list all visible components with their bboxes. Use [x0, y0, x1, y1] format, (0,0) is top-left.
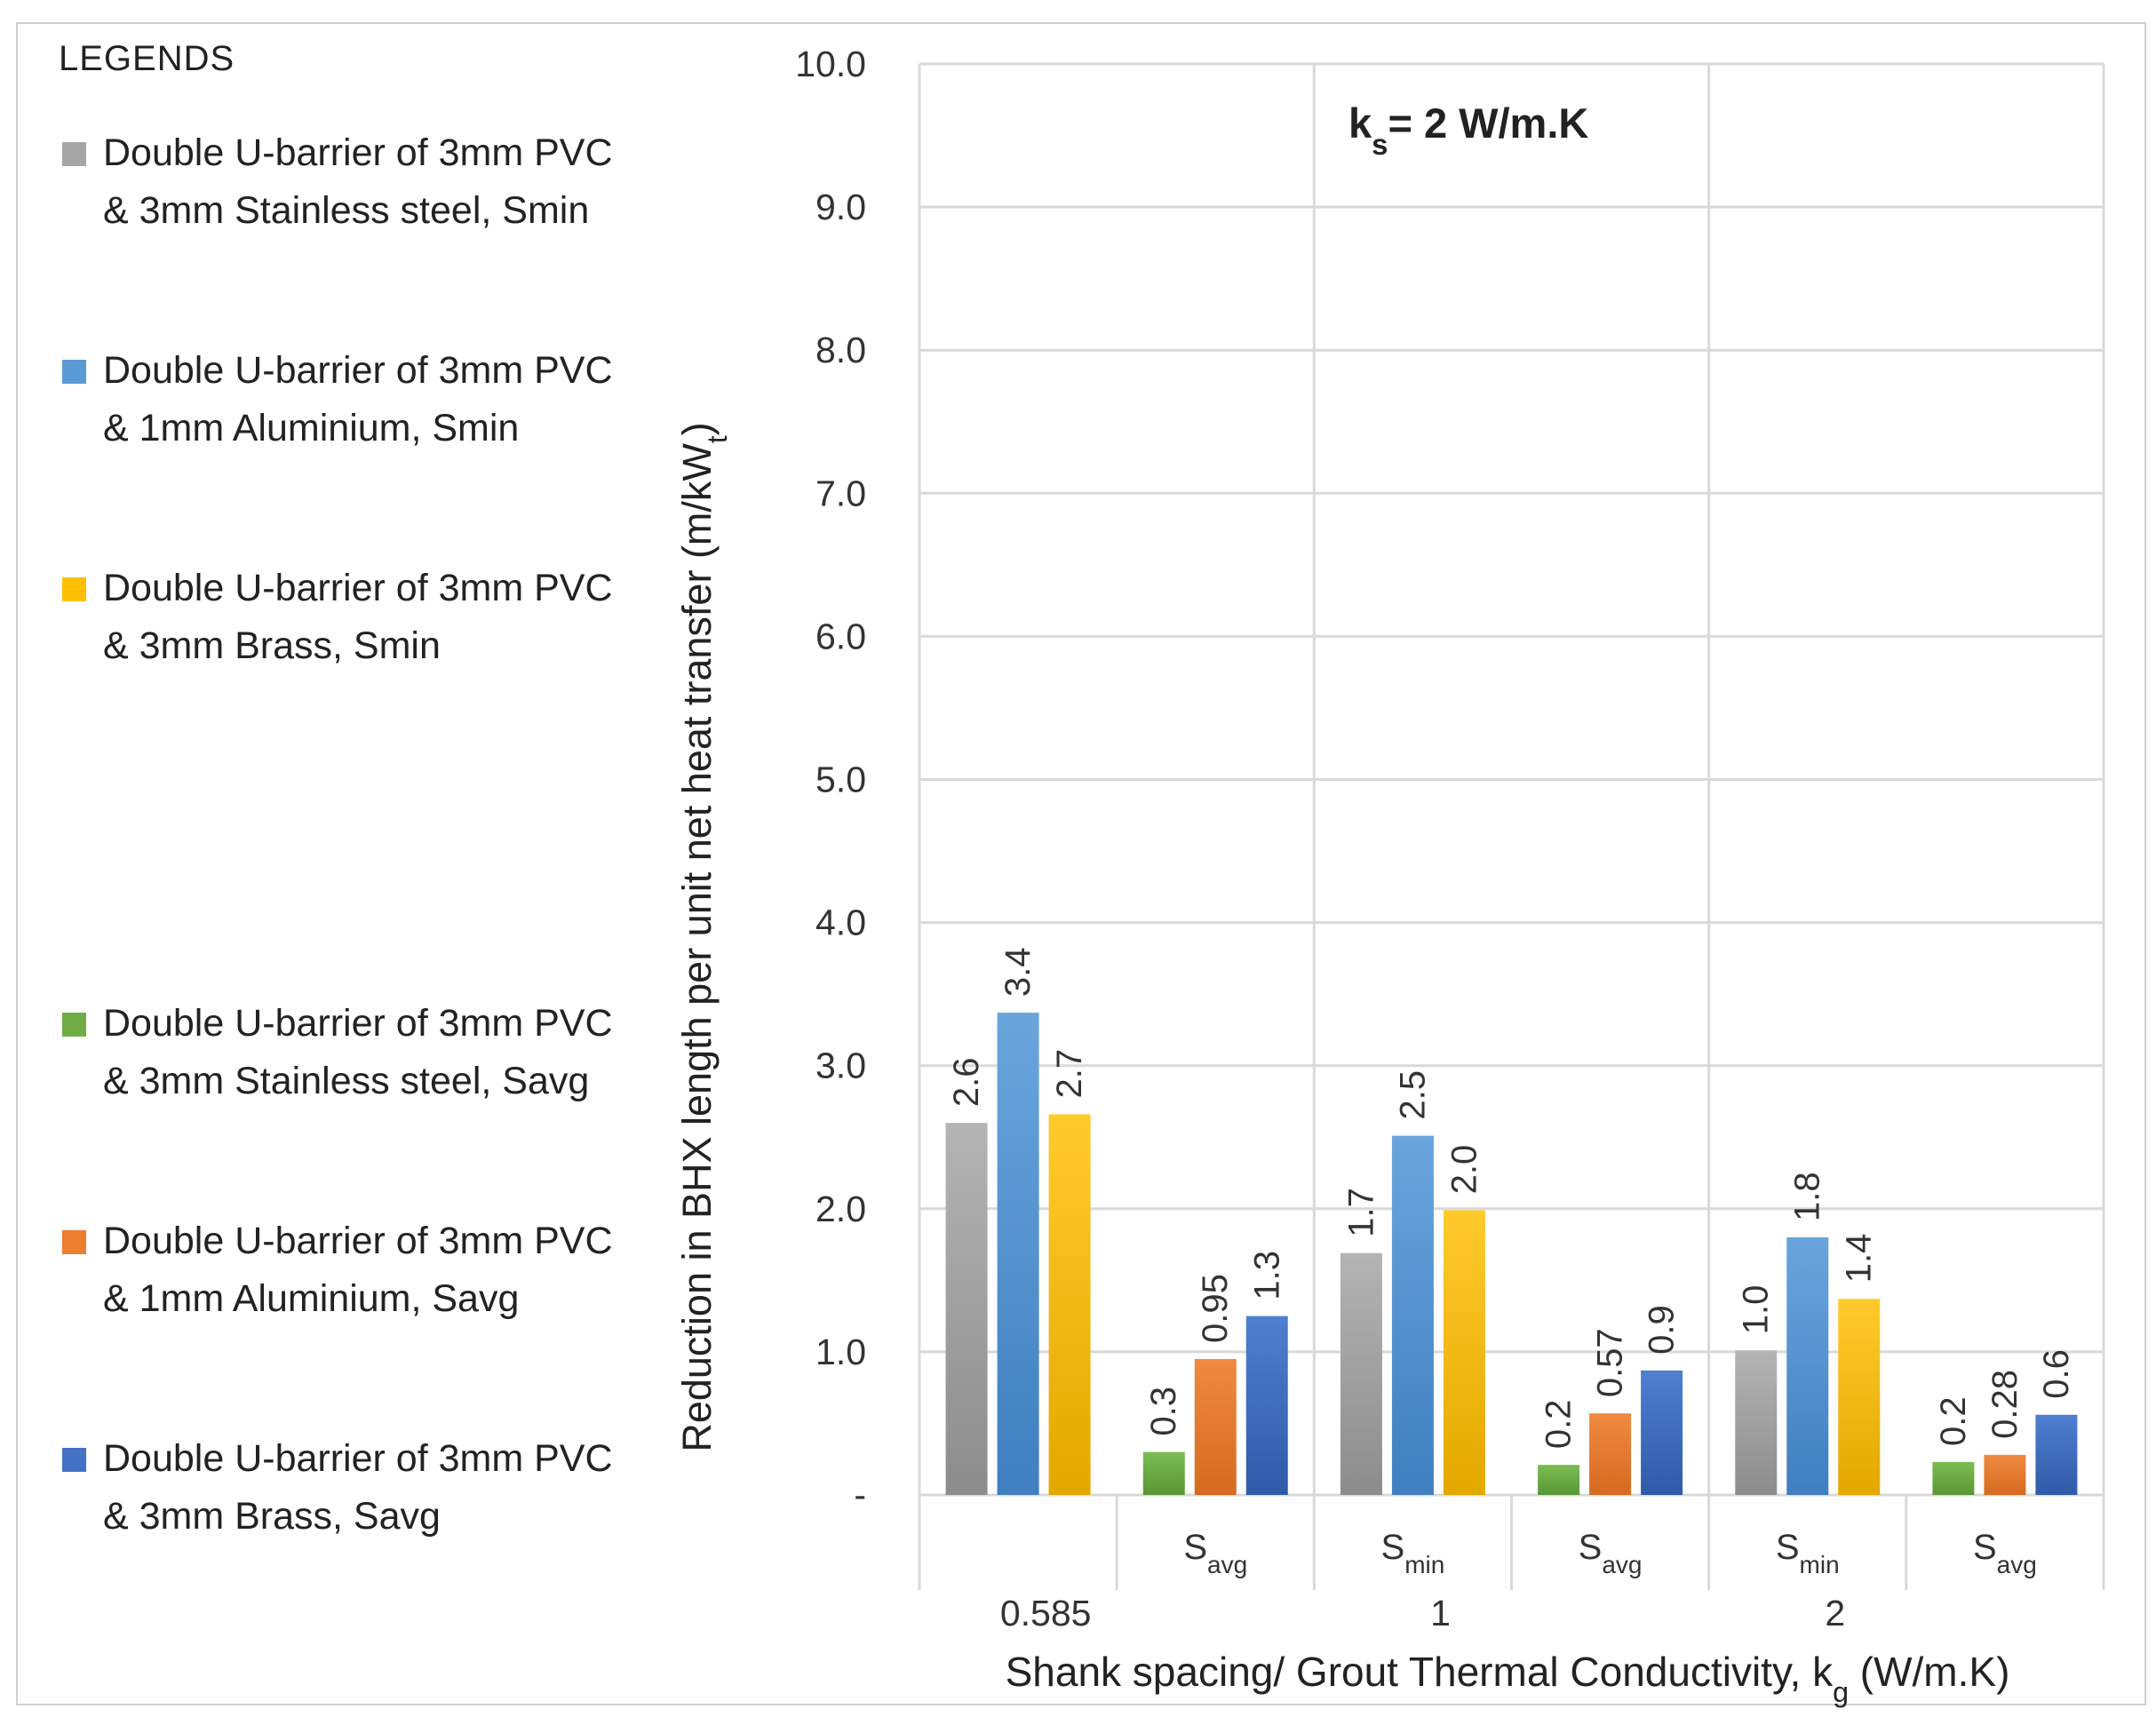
bar-series-1 [1786, 1237, 1829, 1495]
data-label: 2.6 [947, 1058, 986, 1108]
data-label: 0.57 [1591, 1328, 1630, 1397]
bar-series-0 [1340, 1252, 1382, 1495]
data-label: 1.3 [1247, 1251, 1286, 1300]
y-tick-label: 4.0 [815, 902, 866, 943]
spacing-label: Savg [1579, 1528, 1643, 1578]
data-label: 0.95 [1196, 1274, 1235, 1343]
data-label: 0.2 [1539, 1400, 1579, 1450]
y-tick-label: 5.0 [815, 759, 866, 800]
bar-series-3 [1932, 1461, 1975, 1495]
y-tick-label: 1.0 [815, 1331, 866, 1372]
legend-label: Double U-barrier of 3mm PVC & 1mm Alumin… [103, 1220, 613, 1320]
legend-item-brass-smin: Double U-barrier of 3mm PVC & 3mm Brass,… [62, 560, 631, 675]
bar-series-2 [1048, 1114, 1091, 1495]
legend-item-stainless-savg: Double U-barrier of 3mm PVC & 3mm Stainl… [62, 995, 631, 1110]
data-label: 2.0 [1444, 1145, 1484, 1195]
legend-swatch [62, 1230, 86, 1254]
y-tick-label: 3.0 [815, 1045, 866, 1086]
y-tick-label: 6.0 [815, 616, 866, 656]
data-label: 0.6 [2037, 1349, 2076, 1399]
figure-frame [16, 22, 2146, 1705]
spacing-label: Savg [1183, 1528, 1247, 1578]
spacing-label: Smin [1381, 1528, 1445, 1578]
bar-series-0 [945, 1123, 988, 1495]
bar-series-5 [1641, 1370, 1683, 1495]
legend-swatch [62, 142, 86, 166]
legend-item-stainless-smin: Double U-barrier of 3mm PVC & 3mm Stainl… [62, 124, 631, 240]
spacing-label: Smin [1776, 1528, 1840, 1578]
bar-series-4 [1589, 1413, 1632, 1495]
bar-series-1 [1391, 1135, 1434, 1495]
data-label: 0.9 [1643, 1305, 1682, 1355]
bar-series-4 [1194, 1358, 1237, 1495]
legend-label: Double U-barrier of 3mm PVC & 3mm Brass,… [103, 567, 613, 667]
data-label: 0.2 [1934, 1396, 1973, 1446]
data-label: 1.0 [1737, 1285, 1776, 1335]
kg-category-label: 1 [1430, 1593, 1451, 1634]
legend-item-brass-savg: Double U-barrier of 3mm PVC & 3mm Brass,… [62, 1430, 631, 1546]
bar-series-0 [1735, 1350, 1778, 1495]
legend-label: Double U-barrier of 3mm PVC & 3mm Stainl… [103, 1002, 613, 1102]
legend-item-aluminium-savg: Double U-barrier of 3mm PVC & 1mm Alumin… [62, 1212, 631, 1328]
legend-label: Double U-barrier of 3mm PVC & 1mm Alumin… [103, 349, 613, 449]
legend-swatch [62, 1013, 86, 1037]
legend-swatch [62, 360, 86, 384]
data-label: 1.4 [1840, 1234, 1879, 1284]
legend-label: Double U-barrier of 3mm PVC & 3mm Brass,… [103, 1437, 613, 1538]
legend-item-aluminium-smin: Double U-barrier of 3mm PVC & 1mm Alumin… [62, 342, 631, 457]
legend-swatch [62, 577, 86, 601]
x-axis-title: Shank spacing/ Grout Thermal Conductivit… [1006, 1649, 2010, 1708]
y-tick-label: 9.0 [815, 187, 866, 227]
bar-series-3 [1538, 1465, 1580, 1495]
legend-swatch [62, 1448, 86, 1472]
bar-series-3 [1142, 1451, 1185, 1495]
bar-series-5 [1245, 1316, 1288, 1495]
data-label: 1.8 [1788, 1172, 1827, 1221]
y-tick-label: - [854, 1475, 866, 1515]
kg-category-label: 2 [1825, 1593, 1845, 1634]
data-label: 2.5 [1393, 1070, 1432, 1120]
data-label: 2.7 [1050, 1049, 1089, 1099]
y-axis-title: Reduction in BHX length per unit net hea… [674, 422, 733, 1451]
y-tick-label: 10.0 [795, 44, 866, 84]
y-tick-label: 8.0 [815, 330, 866, 370]
y-tick-label: 7.0 [815, 473, 866, 513]
bar-series-4 [1984, 1454, 2026, 1495]
y-tick-label: 2.0 [815, 1188, 866, 1229]
legend-title: LEGENDS [59, 39, 235, 78]
bar-series-2 [1443, 1210, 1485, 1495]
data-label: 0.28 [1985, 1370, 2025, 1439]
data-label: 3.4 [998, 947, 1038, 997]
spacing-label: Savg [1973, 1528, 2037, 1578]
legend-label: Double U-barrier of 3mm PVC & 3mm Stainl… [103, 131, 613, 232]
bar-series-5 [2035, 1414, 2078, 1495]
ks-annotation: ks= 2 W/m.K [1348, 99, 1588, 161]
bar-series-1 [997, 1013, 1039, 1495]
bar-series-2 [1838, 1299, 1881, 1495]
data-label: 1.7 [1341, 1188, 1380, 1237]
data-label: 0.3 [1144, 1387, 1183, 1436]
kg-category-label: 0.585 [1000, 1593, 1092, 1634]
